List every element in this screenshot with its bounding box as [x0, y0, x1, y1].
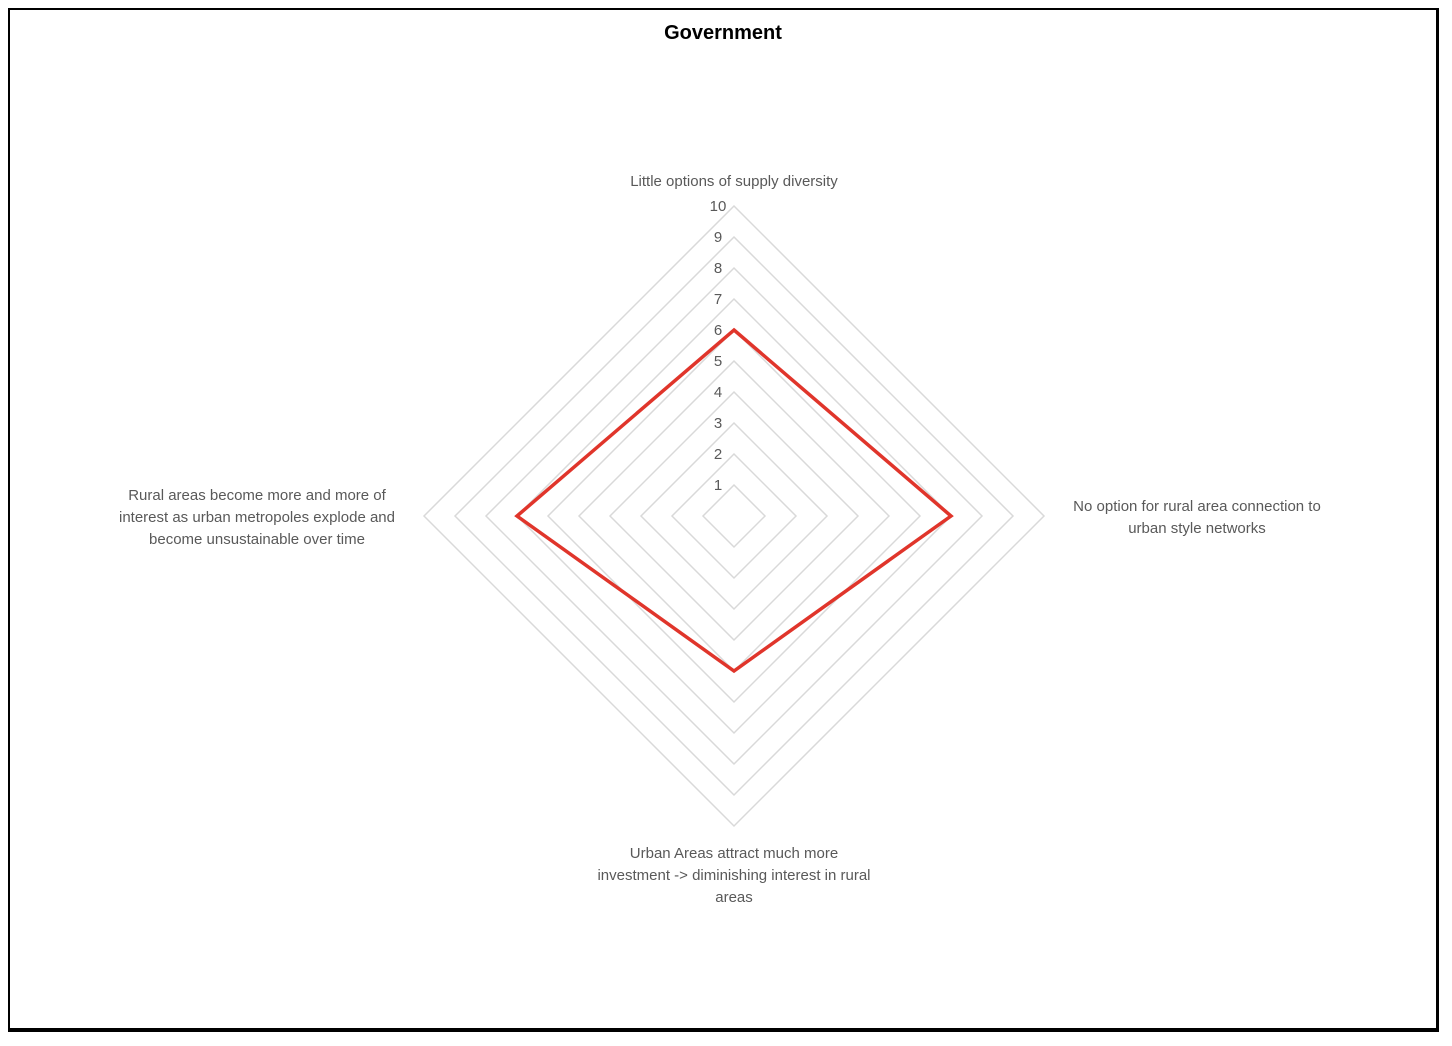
- radial-ticks: 1 2 3 4 5 6 7 8 9 10: [710, 198, 727, 494]
- axis-label-line: become unsustainable over time: [149, 531, 365, 548]
- axis-label-line: areas: [715, 889, 753, 906]
- grid-ring-9: [453, 235, 1015, 797]
- series-line-1: [514, 327, 954, 674]
- grid-ring-2: [670, 452, 798, 580]
- axis-label-line: urban style networks: [1128, 520, 1266, 537]
- chart-title: Government: [664, 22, 782, 44]
- grid-ring-1: [701, 483, 767, 549]
- tick-label: 1: [714, 477, 722, 494]
- axis-label-4: Rural areas become more and more of inter…: [119, 487, 395, 548]
- tick-label: 10: [710, 198, 727, 215]
- chart-frame: Government 1 2 3 4 5 6 7 8 9 10 Little options of…: [8, 8, 1439, 1032]
- axis-label-line: interest as urban metropoles explode and: [119, 509, 395, 526]
- axis-label-line: Urban Areas attract much more: [630, 845, 838, 862]
- tick-label: 5: [714, 353, 722, 370]
- grid-ring-3: [639, 421, 829, 611]
- axis-label-1: Little options of supply diversity: [630, 173, 838, 190]
- axis-label-line: Rural areas become more and more of: [128, 487, 386, 504]
- grid-ring-4: [608, 390, 860, 642]
- tick-label: 9: [714, 229, 722, 246]
- tick-label: 3: [714, 415, 722, 432]
- tick-label: 7: [714, 291, 722, 308]
- tick-label: 6: [714, 322, 722, 339]
- grid-ring-6: [546, 328, 922, 704]
- axis-label-3: Urban Areas attract much more investment …: [597, 845, 870, 906]
- axis-label-line: investment -> diminishing interest in ru…: [597, 867, 870, 884]
- axis-label-line: Little options of supply diversity: [630, 173, 838, 190]
- axis-labels: Little options of supply diversity No opt…: [119, 173, 1321, 906]
- grid-ring-10: [422, 204, 1046, 828]
- tick-label: 2: [714, 446, 722, 463]
- tick-label: 4: [714, 384, 722, 401]
- radar-chart: 1 2 3 4 5 6 7 8 9 10 Little options of supply div…: [119, 173, 1321, 906]
- axis-label-2: No option for rural area connection to ur…: [1073, 498, 1321, 537]
- tick-label: 8: [714, 260, 722, 277]
- axis-label-line: No option for rural area connection to: [1073, 498, 1321, 515]
- grid-ring-7: [515, 297, 953, 735]
- series-layer: [514, 327, 954, 674]
- grid-ring-8: [484, 266, 984, 766]
